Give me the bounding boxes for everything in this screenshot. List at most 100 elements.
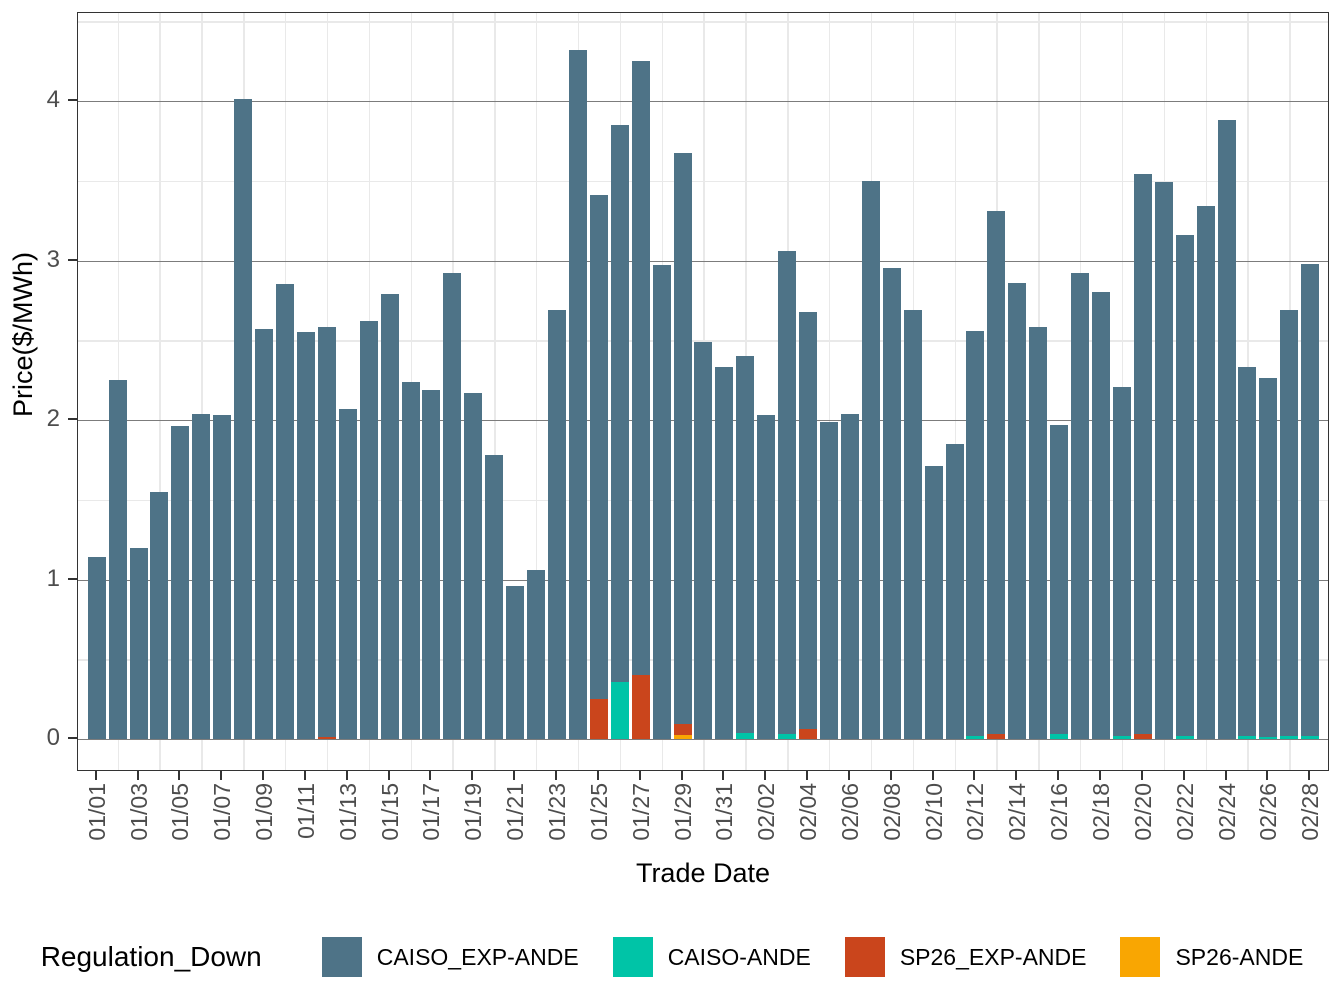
x-axis-tick-label-text: 01/31 [711, 783, 738, 841]
bar-segment-CAISO_EXP-ANDE [527, 569, 546, 739]
bar-segment-CAISO_EXP-ANDE [443, 273, 462, 739]
x-axis-tick [262, 771, 265, 780]
bar-segment-CAISO_EXP-ANDE [799, 311, 818, 730]
bar-segment-CAISO_EXP-ANDE [1280, 309, 1299, 736]
bar-segment-CAISO_EXP-ANDE [778, 250, 797, 735]
x-axis-tick-label-text: 01/19 [460, 783, 487, 841]
bar-segment-CAISO_EXP-ANDE [213, 415, 232, 739]
x-axis-tick-label: 01/11 [293, 783, 319, 847]
bar-segment-CAISO_EXP-ANDE [1154, 182, 1173, 739]
bar-segment-SP26-ANDE [673, 735, 692, 739]
x-axis-tick-label-text: 02/08 [878, 783, 905, 841]
x-axis-tick-label-text: 02/26 [1255, 783, 1282, 841]
legend-swatch-CAISO-ANDE [612, 937, 653, 977]
x-axis-tick-label-text: 02/28 [1297, 783, 1324, 841]
bar-segment-CAISO_EXP-ANDE [840, 413, 859, 739]
x-axis-tick-label-text: 02/06 [836, 783, 863, 841]
bar-segment-CAISO-ANDE [1238, 735, 1257, 739]
bar-segment-CAISO_EXP-ANDE [945, 443, 964, 739]
x-axis-tick-label: 01/29 [670, 783, 696, 847]
bar-segment-CAISO_EXP-ANDE [1259, 377, 1278, 737]
y-axis-title: Price($/MWh) [8, 252, 38, 418]
x-axis-tick-label-text: 01/05 [167, 783, 194, 841]
x-axis-tick-label-text: 02/18 [1088, 783, 1114, 841]
gridline-major-y [78, 101, 1328, 103]
x-axis-tick-label-text: 02/14 [1004, 783, 1031, 841]
x-axis-tick-label: 02/06 [836, 783, 863, 847]
x-axis-tick-label-text: 01/15 [376, 783, 403, 841]
x-axis-tick-label: 02/26 [1255, 783, 1282, 847]
legend-item: SP26_EXP-ANDE [844, 937, 1086, 977]
x-axis-tick-label: 02/18 [1088, 783, 1114, 847]
bar-segment-CAISO_EXP-ANDE [1301, 263, 1320, 736]
x-axis-tick-label: 01/31 [711, 783, 738, 847]
x-axis-tick [1015, 771, 1018, 780]
bar-segment-CAISO_EXP-ANDE [694, 341, 713, 739]
x-axis-tick-label-text: 01/09 [251, 783, 278, 841]
x-axis-tick-label-text: 02/24 [1213, 783, 1240, 841]
x-axis-tick-label: 02/04 [795, 783, 822, 847]
y-axis-tick-label: 2 [46, 405, 60, 432]
bar-segment-CAISO_EXP-ANDE [924, 466, 943, 739]
x-axis-tick [973, 771, 976, 780]
y-axis-tick [68, 99, 77, 101]
bar-segment-CAISO_EXP-ANDE [987, 211, 1006, 735]
bar-segment-CAISO_EXP-ANDE [108, 380, 127, 739]
x-axis-tick-label-text: 01/13 [334, 783, 361, 841]
bar-segment-CAISO_EXP-ANDE [129, 547, 148, 739]
x-axis-tick [429, 771, 432, 780]
bar-segment-CAISO_EXP-ANDE [87, 557, 106, 739]
bar-segment-CAISO_EXP-ANDE [464, 392, 483, 739]
legend-item: CAISO_EXP-ANDE [321, 937, 579, 977]
x-axis-tick [1099, 771, 1101, 780]
bar-segment-CAISO_EXP-ANDE [652, 265, 671, 739]
bar-segment-SP26_EXP-ANDE [673, 723, 692, 735]
x-axis-tick-label-text: 01/07 [209, 783, 236, 841]
x-axis-tick-label: 01/07 [209, 783, 236, 847]
x-axis-tick-label-text: 02/22 [1171, 783, 1198, 841]
bar-segment-CAISO_EXP-ANDE [506, 585, 525, 739]
x-axis-tick-label: 02/20 [1130, 783, 1156, 847]
x-axis-tick-label: 02/28 [1297, 783, 1324, 847]
x-axis-tick [387, 771, 390, 780]
gridline-major-y [78, 739, 1328, 741]
x-axis-title: Trade Date [635, 858, 771, 888]
x-axis-tick [471, 771, 474, 780]
bar-segment-CAISO-ANDE [1301, 735, 1320, 739]
bar-segment-CAISO-ANDE [1050, 734, 1069, 739]
legend-item: CAISO-ANDE [612, 937, 811, 977]
x-axis-tick [596, 771, 599, 780]
bar-segment-CAISO_EXP-ANDE [1175, 234, 1194, 736]
bar-segment-SP26_EXP-ANDE [317, 736, 336, 739]
bar-segment-CAISO_EXP-ANDE [380, 293, 399, 739]
x-axis-tick-label-text: 01/01 [83, 783, 110, 841]
bar-segment-CAISO_EXP-ANDE [150, 491, 169, 739]
bar-segment-CAISO_EXP-ANDE [1008, 282, 1027, 739]
x-axis-tick [303, 771, 306, 780]
x-axis-tick [1266, 771, 1269, 780]
bar-segment-CAISO_EXP-ANDE [610, 124, 629, 682]
bar-segment-CAISO_EXP-ANDE [757, 415, 776, 739]
x-axis-tick-label: 01/27 [628, 783, 654, 847]
x-axis-tick [555, 771, 557, 780]
legend-item: SP26-ANDE [1120, 937, 1303, 977]
y-axis-tick-label: 4 [46, 86, 60, 113]
x-axis-tick-label-text: 02/04 [795, 783, 822, 841]
bar-segment-CAISO-ANDE [966, 735, 985, 739]
bar-segment-CAISO-ANDE [778, 734, 797, 739]
bar-segment-CAISO_EXP-ANDE [234, 99, 253, 739]
x-axis-tick-label-text: 01/03 [125, 783, 152, 841]
x-axis-tick [513, 771, 516, 780]
x-axis-tick [1224, 771, 1227, 780]
x-axis-tick [806, 771, 809, 780]
bar-segment-CAISO_EXP-ANDE [485, 455, 504, 739]
bar-segment-SP26_EXP-ANDE [589, 699, 608, 739]
x-axis-tick-label: 01/25 [586, 783, 612, 847]
bar-segment-CAISO-ANDE [1280, 735, 1299, 739]
x-axis-tick [178, 771, 181, 780]
bar-segment-CAISO_EXP-ANDE [820, 421, 838, 739]
legend-item-label: CAISO-ANDE [667, 943, 811, 970]
y-axis-tick [68, 737, 77, 739]
bar-segment-CAISO_EXP-ANDE [548, 309, 566, 739]
x-axis-tick-label-text: 02/02 [753, 783, 780, 841]
